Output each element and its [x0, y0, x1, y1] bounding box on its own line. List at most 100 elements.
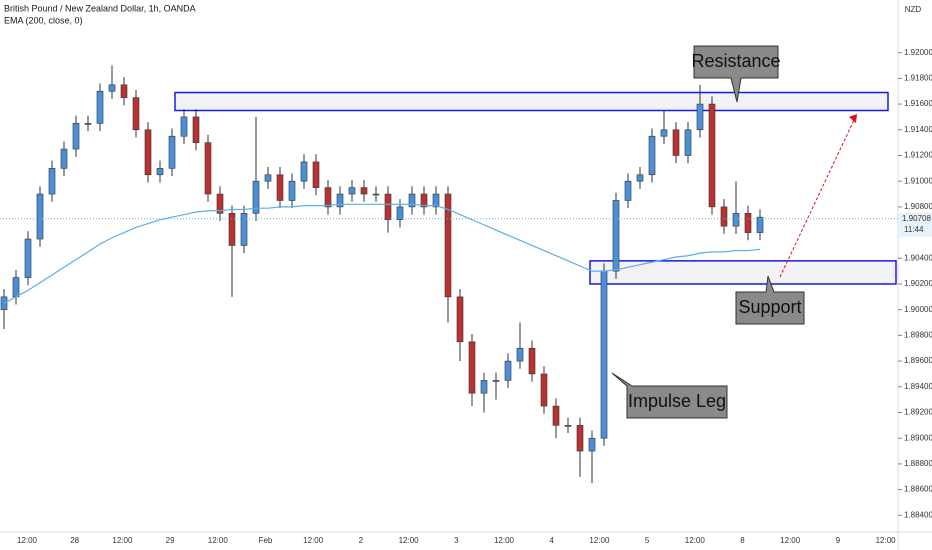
x-tick-label: 12:00: [303, 536, 324, 545]
candle-body: [168, 135, 176, 169]
candle-body: [72, 123, 80, 150]
currency-label: NZD: [905, 5, 922, 14]
candle-body: [48, 168, 56, 195]
countdown-label: 11:44: [904, 225, 924, 234]
candle-body: [480, 380, 488, 394]
candle-body: [684, 129, 692, 156]
x-tick-label: 12:00: [685, 536, 706, 545]
candle-body: [180, 116, 188, 137]
x-tick-label: 12:00: [876, 536, 897, 545]
y-tick-label: 1.88400: [904, 510, 932, 519]
candle-body: [540, 373, 548, 407]
candle-body: [24, 238, 32, 278]
candle-body: [612, 200, 620, 272]
candle-body: [708, 103, 716, 208]
candle-body: [444, 193, 452, 298]
candle-body: [276, 174, 284, 201]
x-tick-label: 28: [70, 536, 79, 545]
y-tick-label: 1.91800: [904, 73, 932, 82]
y-tick-label: 1.89600: [904, 356, 932, 365]
y-tick-label: 1.91200: [904, 151, 932, 160]
y-tick-label: 1.92000: [904, 48, 932, 57]
x-tick-label: 5: [645, 536, 650, 545]
candle-body: [528, 347, 536, 375]
impulse-label: Impulse Leg: [628, 391, 726, 411]
indicator-label: EMA (200, close, 0): [4, 15, 83, 25]
candle-body: [420, 193, 428, 208]
candle-body: [252, 180, 260, 214]
candle-body: [120, 84, 128, 98]
candle-body: [240, 213, 248, 246]
candle-body: [336, 193, 344, 208]
candle-body: [756, 216, 764, 233]
candle-body: [660, 129, 668, 137]
y-tick-label: 1.90000: [904, 305, 932, 314]
resistance-callout: [693, 45, 779, 103]
y-tick-label: 1.90800: [904, 202, 932, 211]
y-tick-label: 1.89000: [904, 433, 932, 442]
x-tick-label: 12:00: [589, 536, 610, 545]
projection-arrow: [779, 117, 856, 278]
candle-body: [12, 277, 20, 298]
candle-body: [468, 341, 476, 394]
x-tick-label: 8: [740, 536, 745, 545]
last-price-label: 1.90708: [902, 214, 931, 223]
arrow-head: [849, 114, 857, 123]
candle-body: [696, 103, 704, 131]
resistance-label: Resistance: [691, 51, 780, 71]
y-tick-label: 1.90200: [904, 279, 932, 288]
y-tick-label: 1.91600: [904, 99, 932, 108]
chart-title: British Pound / New Zealand Dollar, 1h, …: [4, 3, 196, 13]
candle-body: [228, 213, 236, 246]
last-price-tag: [898, 212, 932, 237]
candle-body: [144, 129, 152, 176]
candle-body: [96, 90, 104, 124]
candle-body: [744, 213, 752, 233]
candle-body: [300, 161, 308, 182]
candle-body: [600, 270, 608, 439]
support-callout: [735, 275, 805, 325]
x-tick-label: 4: [549, 536, 554, 545]
candle-body: [384, 193, 392, 221]
candle-body: [156, 168, 164, 176]
candle-body: [348, 187, 356, 195]
x-tick-label: 12:00: [780, 536, 801, 545]
x-tick-label: 12:00: [399, 536, 420, 545]
candle-body: [204, 142, 212, 195]
candle-body: [720, 206, 728, 227]
candle-body: [408, 193, 416, 208]
candle-body: [132, 97, 140, 131]
candle-body: [588, 437, 596, 452]
candle-body: [192, 116, 200, 143]
candle-body: [672, 129, 680, 156]
y-tick-label: 1.91400: [904, 125, 932, 134]
y-tick-label: 1.88800: [904, 459, 932, 468]
x-tick-label: 29: [166, 536, 175, 545]
candle-body: [360, 187, 368, 195]
candle-body: [732, 213, 740, 227]
ema-line: [3, 203, 761, 304]
candle-body: [492, 380, 500, 382]
candle-body: [516, 347, 524, 362]
zone: [174, 91, 889, 112]
candle-body: [84, 123, 92, 125]
y-tick-label: 1.90400: [904, 253, 932, 262]
candle-body: [504, 360, 512, 381]
candle-body: [576, 425, 584, 452]
candle-body: [36, 193, 44, 240]
candle-body: [648, 135, 656, 176]
candle-body: [624, 180, 632, 201]
candle-body: [264, 174, 272, 182]
candle-body: [552, 405, 560, 426]
impulse-callout: [611, 372, 728, 419]
x-tick-label: 12:00: [17, 536, 38, 545]
candle-body: [456, 296, 464, 343]
candle-body: [216, 193, 224, 214]
candle-body: [324, 187, 332, 208]
support-label: Support: [738, 297, 801, 317]
y-tick-label: 1.88600: [904, 485, 932, 494]
candle-body: [432, 193, 440, 208]
x-tick-label: 12:00: [208, 536, 229, 545]
